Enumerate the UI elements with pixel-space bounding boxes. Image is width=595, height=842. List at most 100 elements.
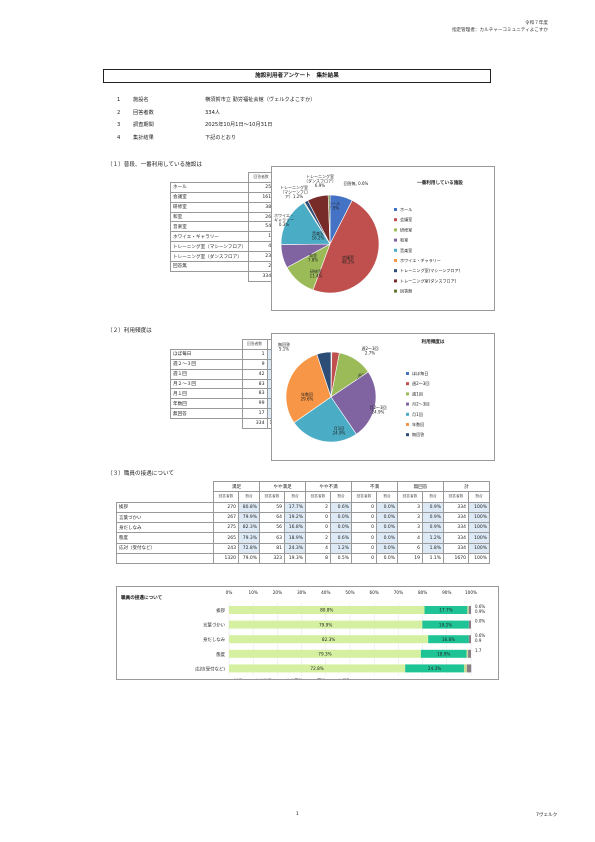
legend-swatch [394,218,397,222]
info-row: 4 集計結果 下記のとおり [117,134,237,141]
legend-swatch [406,433,409,437]
legend-item: 年数回 [412,421,424,427]
group-header: 不満 [351,480,398,493]
category-label: 身だしなみ [203,636,226,643]
legend-item: 週1回 [412,390,423,396]
bar-outside-label: 0.9 [475,638,482,643]
bar-segment [467,606,469,614]
pie-slice [312,199,380,294]
bar-outside-label: 0.6% [475,604,485,609]
section1-heading: （１）普段、一番利用している施設は [107,162,202,168]
legend-item: ほぼ毎日 [412,370,428,376]
legend-item: トレーニング室(マシーンフロア) [400,267,461,273]
bar-segment [422,620,469,629]
group-header: やや満足 [259,480,306,493]
legend-swatch [406,382,409,386]
legend-item: 音楽室 [400,247,412,253]
chart-title: 一番利用している施設 [417,179,463,186]
table-total: 1320 79.0% 323 19.3% 8 0.5% 0 0.0% 19 1.1% 1670 100… [116,553,490,565]
category-label: 応対(受付など) [195,665,225,672]
legend-item: 満足 [234,677,243,679]
bar-segment [466,664,472,673]
service-bar-chart: 0% 10% 20% 30% 40% 50% 60% 70% 80% 90% 100% 職員の接遇につ… [116,586,499,684]
bar-segment [229,620,423,629]
legend-item: 月2～3回 [412,402,430,407]
legend-item: トレーニング室(ダンスフロア) [400,277,457,283]
legend-item: やや満足 [255,677,273,679]
bar-value-label: 72.8% [310,666,323,671]
bar-outside-label: 1.7 [475,648,482,653]
footer-right: 7ヴェルク [536,813,558,818]
legend-item: 会議室 [400,216,412,222]
legend-item: ホワイエ・ギャラリー [400,257,441,263]
pie-slice [285,353,332,424]
bar-outside-label: 0.6% [475,633,485,638]
bar-outside-label: 0.9% [475,609,485,614]
x-tick-label: 100% [465,590,477,595]
legend-swatch [406,412,409,416]
legend-swatch [406,423,409,426]
bar-value-label: 18.9% [437,652,450,657]
pie-slice-label: 和室 7.8% [308,252,318,263]
bar-outside-label: 0.0% [475,619,485,624]
info-list: 1 施設名 横須賀市立 勤労福祉会館（ヴェルクよこすか） 2 回答者数 334人 3 調査… [117,94,315,144]
pie-slice-label: 月2～3回 24.9% [369,405,386,415]
category-label: 言葉づかい [203,622,226,629]
pie-slice [316,351,332,398]
chart-title: 利用頻度は [421,338,445,345]
section2-heading: （２）利用頻度は [107,328,152,334]
bar-value-label: 79.3% [318,652,331,657]
pie-slice-label: トレーニング室（ダンスフロア） 6.9% [304,173,336,188]
legend-swatch [394,269,397,273]
x-tick-label: 80% [418,590,427,595]
section3-heading: （３）職員の接遇について [107,471,174,477]
x-tick-label: 40% [321,590,330,595]
bar-segment [229,606,425,614]
x-tick-label: 10% [249,590,258,595]
bar-value-label: 82.3% [322,637,335,642]
bar-segment [468,620,471,629]
bar-segment [424,606,468,614]
group-header: 計 [443,480,490,493]
legend-item: 和室 [400,237,408,243]
chart-title: 職員の接遇について [121,594,163,601]
bar-segment [420,649,467,658]
bar-segment [229,664,406,673]
legend-swatch [406,402,409,406]
facility-pie-svg: ホール 7.5% 会議室 48.2% 研修室 11.4% 和室 7.8% 音楽室 16.2% ホワイ… [274,173,463,294]
category-label: 態度 [216,651,225,658]
bar-segment [466,649,469,658]
pie-slice [280,202,331,245]
bar-segment [405,664,464,673]
legend-item: 無回答 [338,677,351,679]
pie-slice-label: 音楽室 16.2% [312,230,325,241]
header-block: 令和７年度 指定管理者：カルチャーコミュニティよこすか [452,20,548,34]
pie-slice [330,371,377,435]
pie-slice-label: ホワイエ・ギャラリー 0.3% [274,213,294,227]
legend-swatch [394,279,397,283]
legend-swatch [394,248,397,252]
bar-value-label: 16.8% [442,637,455,642]
x-tick-label: 60% [370,590,379,595]
legend-item: やや不満 [286,677,303,679]
bar-segment [229,649,421,658]
bar-segment [428,635,469,644]
legend-item: 不満 [317,677,325,679]
facility-pie-chart: ホール 7.5% 会議室 48.2% 研修室 11.4% 和室 7.8% 音楽室 16.2% ホワイ… [271,166,495,311]
bar-segment [468,606,471,614]
table-row: 応対（受付など） 243 72.8% 81 24.3% 4 1.2% 0 0.0% 6 1.8% 33… [116,542,490,555]
legend-item: ホール [400,207,412,212]
legend-swatch [394,208,397,211]
info-row: 1 施設名 横須賀市立 勤労福祉会館（ヴェルクよこすか） [117,97,316,103]
group-header: 満足 [213,480,260,493]
service-table: 満足 やや満足 やや不満 不満 無回答計回答者数 割合 回答者数 割合 回答者数 割合 回答者数 割合… [116,480,490,565]
bar-segment [468,635,471,644]
bar-segment [463,664,467,673]
header-year: 令和７年度 [525,21,548,26]
pie-slice-label: トレーニング室（マシーンフロア）1.2% [280,184,308,199]
legend-swatch [406,392,409,396]
group-header: やや不満 [305,480,352,493]
pie-slice-label: 月1回 24.9% [333,426,346,436]
legend-swatch [394,228,397,232]
pie-slice-label: 会議室 48.2% [342,254,355,265]
